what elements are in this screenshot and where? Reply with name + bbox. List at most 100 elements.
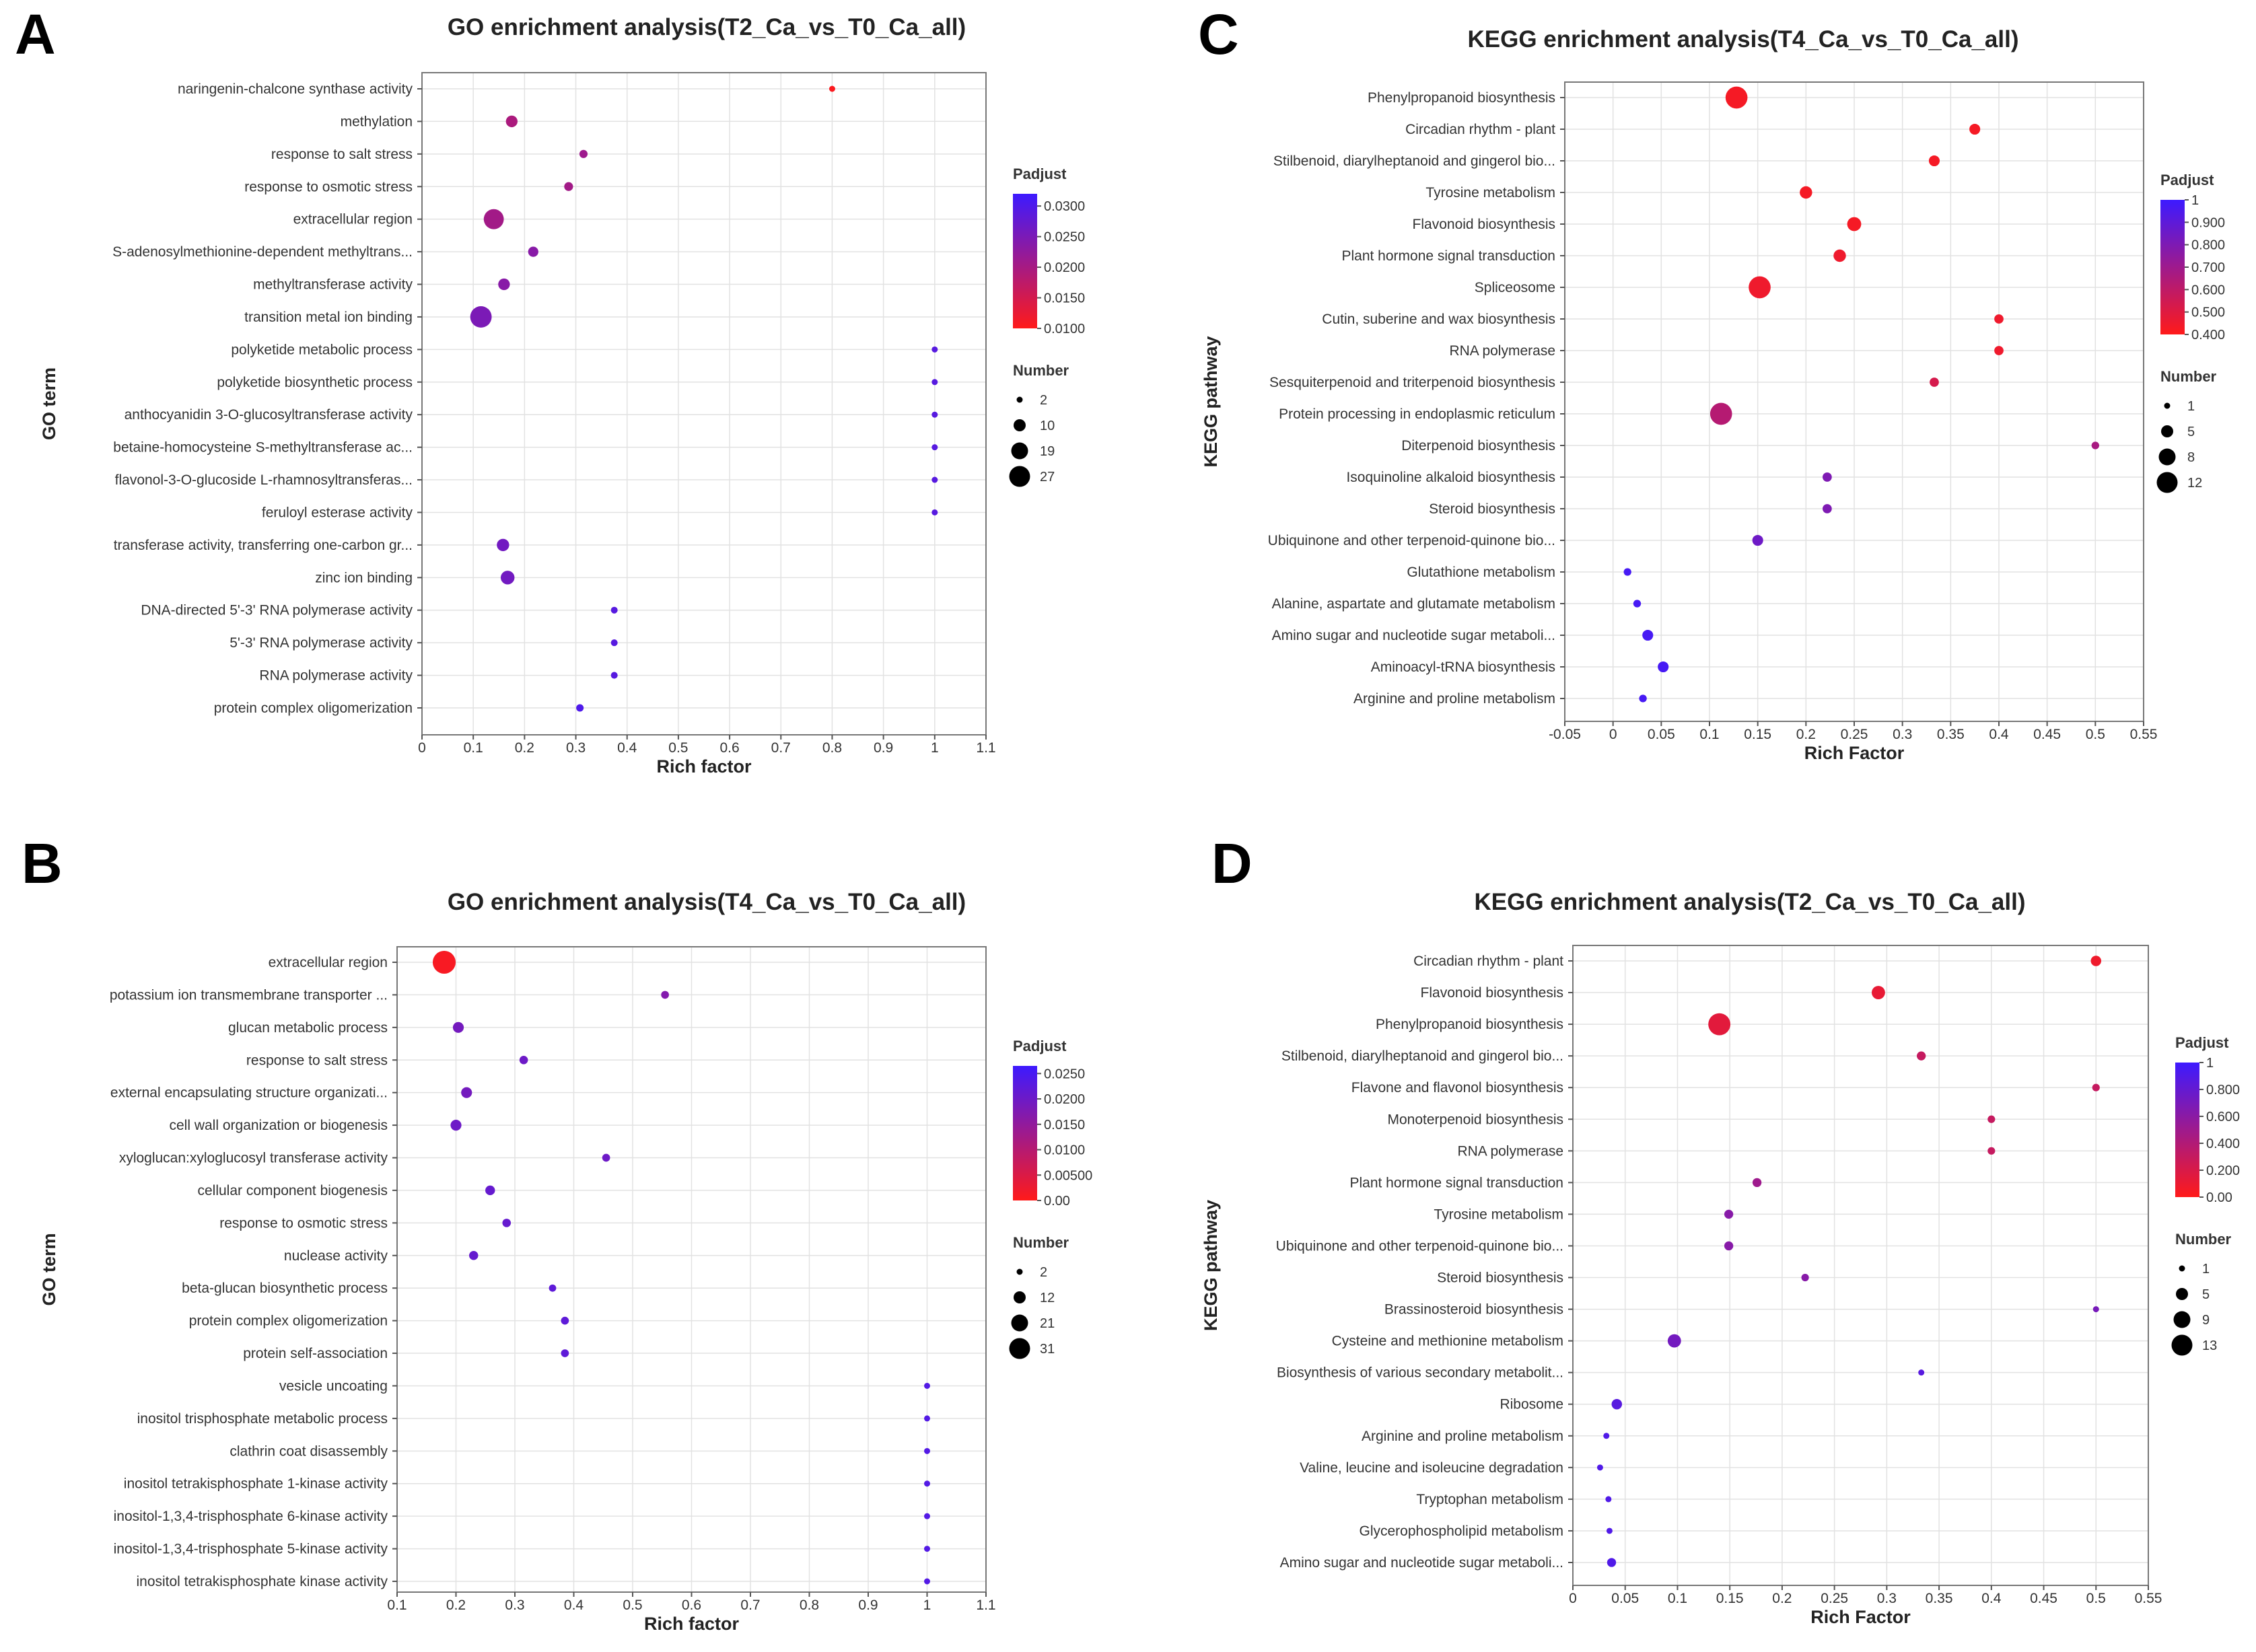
x-tick-label: 0.2: [515, 740, 534, 756]
category-label: cell wall organization or biogenesis: [169, 1118, 388, 1133]
legend-size-dot: [2158, 448, 2176, 466]
category-label: Arginine and proline metabolism: [1353, 691, 1555, 707]
x-tick-label: 0: [418, 740, 426, 756]
category-label: Stilbenoid, diarylheptanoid and gingerol…: [1273, 153, 1555, 169]
legend-size-dot: [1014, 1291, 1026, 1303]
legend-colorbar-label: 0.0150: [1044, 1118, 1085, 1133]
data-point: [549, 1284, 557, 1292]
data-point: [1930, 378, 1939, 387]
x-tick-label: 0.25: [1821, 1591, 1848, 1606]
category-label: clathrin coat disassembly: [230, 1443, 388, 1459]
category-label: Amino sugar and nucleotide sugar metabol…: [1272, 628, 1555, 643]
panel-letter-a: A: [15, 3, 56, 66]
data-point: [2092, 1306, 2099, 1313]
legend-number-title: Number: [2175, 1231, 2232, 1248]
x-tick-label: 0.15: [1716, 1591, 1744, 1606]
legend-colorbar: [1013, 1066, 1037, 1200]
legend-size-label: 1: [2187, 399, 2195, 414]
legend-size-dot: [1011, 1314, 1028, 1332]
legend-size-dot: [1009, 1338, 1030, 1359]
category-label: Flavone and flavonol biosynthesis: [1351, 1080, 1563, 1096]
data-point: [1987, 1115, 1996, 1123]
legend-size-dot: [2179, 1265, 2185, 1272]
legend-size-label: 8: [2187, 450, 2195, 465]
legend-size-dot: [1009, 466, 1030, 487]
data-point: [528, 246, 538, 257]
chart-title: KEGG enrichment analysis(T4_Ca_vs_T0_Ca_…: [1468, 26, 2019, 52]
legend-colorbar-label: 0.600: [2206, 1110, 2240, 1124]
legend-size-label: 21: [1040, 1316, 1055, 1331]
category-label: Ubiquinone and other terpenoid-quinone b…: [1268, 533, 1555, 548]
x-tick-label: 0.1: [1668, 1591, 1687, 1606]
data-point: [501, 571, 515, 585]
category-label: polyketide biosynthetic process: [217, 375, 413, 390]
category-label: Stilbenoid, diarylheptanoid and gingerol…: [1281, 1048, 1563, 1064]
x-tick-label: 0.5: [668, 740, 688, 756]
category-label: methyltransferase activity: [253, 277, 413, 293]
x-tick-label: -0.05: [1549, 727, 1581, 742]
category-label: Aminoacyl-tRNA biosynthesis: [1371, 659, 1555, 675]
category-label: methylation: [341, 114, 413, 129]
legend-padjust-title: Padjust: [1013, 166, 1067, 182]
legend-colorbar-label: 0.0300: [1044, 199, 1085, 214]
x-tick-label: 0.4: [1989, 727, 2009, 742]
x-tick-label: 0.1: [387, 1597, 407, 1613]
data-point: [1823, 472, 1832, 482]
category-label: Brassinosteroid biosynthesis: [1384, 1302, 1563, 1318]
x-tick-label: 0.4: [1981, 1591, 2002, 1606]
x-axis-title: Rich factor: [644, 1614, 740, 1634]
x-tick-label: 0.05: [1648, 727, 1675, 742]
category-label: inositol tetrakisphosphate kinase activi…: [136, 1574, 388, 1589]
data-point: [610, 639, 618, 647]
category-label: Spliceosome: [1475, 280, 1555, 295]
category-label: Steroid biosynthesis: [1437, 1270, 1563, 1286]
data-point: [924, 1546, 930, 1552]
category-label: Valine, leucine and isoleucine degradati…: [1300, 1460, 1563, 1476]
data-point: [924, 1513, 930, 1519]
category-label: S-adenosylmethionine-dependent methyltra…: [112, 244, 413, 260]
category-label: zinc ion binding: [315, 570, 413, 585]
legend-number-title: Number: [1013, 1234, 1069, 1251]
legend-colorbar-label: 0.00500: [1044, 1168, 1092, 1183]
data-point: [931, 411, 938, 418]
x-tick-label: 1.1: [976, 740, 995, 756]
data-point: [505, 115, 518, 128]
legend-size-label: 31: [1040, 1342, 1055, 1357]
legend-colorbar-label: 0.900: [2191, 215, 2225, 230]
data-point: [497, 538, 509, 552]
data-point: [483, 209, 504, 229]
data-point: [1724, 1241, 1734, 1251]
data-point: [1642, 629, 1654, 641]
data-point: [924, 1382, 930, 1389]
data-point: [452, 1021, 464, 1033]
legend-number-title: Number: [2160, 368, 2217, 385]
legend-size-dot: [2156, 472, 2178, 493]
legend-padjust-title: Padjust: [2175, 1034, 2229, 1051]
panel-a: GO enrichment analysis(T2_Ca_vs_T0_Ca_al…: [39, 14, 1085, 777]
legend-size-label: 5: [2202, 1287, 2210, 1302]
category-label: Sesquiterpenoid and triterpenoid biosynt…: [1269, 375, 1555, 390]
legend-size-label: 1: [2202, 1262, 2210, 1277]
x-tick-label: 0.3: [1877, 1591, 1897, 1606]
data-point: [1833, 249, 1846, 262]
category-label: protein complex oligomerization: [214, 701, 413, 716]
legend-colorbar: [2160, 200, 2185, 334]
panel-letter-b: B: [22, 832, 63, 895]
legend-size-label: 10: [1040, 419, 1055, 433]
data-point: [450, 1120, 462, 1131]
category-label: Plant hormone signal transduction: [1341, 248, 1555, 264]
category-label: Alanine, aspartate and glutamate metabol…: [1272, 596, 1555, 612]
data-point: [1708, 1013, 1731, 1036]
x-tick-label: 1: [931, 740, 939, 756]
legend-colorbar: [2175, 1063, 2199, 1197]
data-point: [924, 1415, 930, 1422]
x-tick-label: 0.4: [564, 1597, 584, 1613]
data-point: [1916, 1051, 1926, 1061]
category-label: cellular component biogenesis: [197, 1183, 388, 1198]
x-tick-label: 0.3: [1893, 727, 1912, 742]
legend-colorbar: [1013, 194, 1037, 328]
data-point: [498, 278, 510, 291]
legend-colorbar-label: 0.800: [2191, 238, 2225, 253]
category-label: inositol-1,3,4-trisphosphate 6-kinase ac…: [114, 1509, 388, 1524]
